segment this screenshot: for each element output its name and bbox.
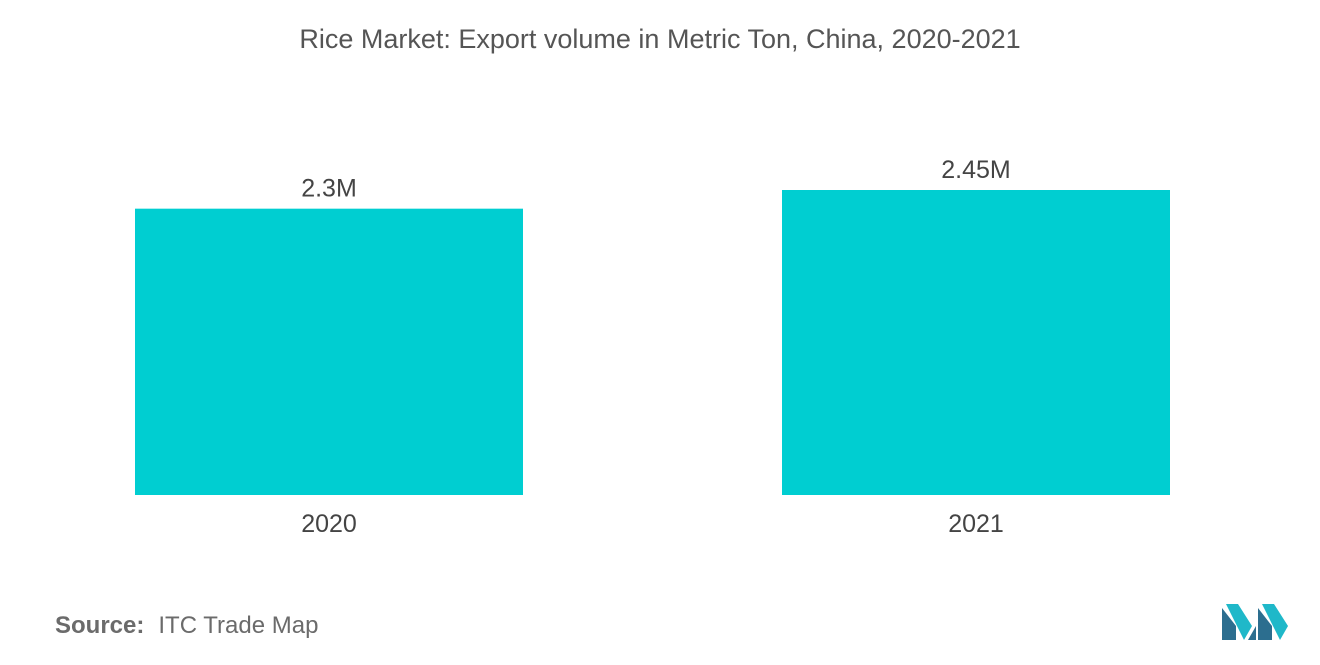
bar-2020 <box>135 208 523 495</box>
data-label-2021: 2.45M <box>941 156 1010 184</box>
source-value: ITC Trade Map <box>158 612 319 639</box>
data-label-2020: 2.3M <box>301 175 357 203</box>
x-tick-label-2020: 2020 <box>301 510 357 538</box>
source-note: Source: ITC Trade Map <box>55 612 318 640</box>
source-label: Source: <box>55 612 145 639</box>
bar-2021 <box>782 190 1170 495</box>
x-tick-label-2021: 2021 <box>948 510 1004 538</box>
chart-title: Rice Market: Export volume in Metric Ton… <box>299 24 1021 54</box>
mordor-intelligence-logo-icon <box>1222 604 1288 640</box>
